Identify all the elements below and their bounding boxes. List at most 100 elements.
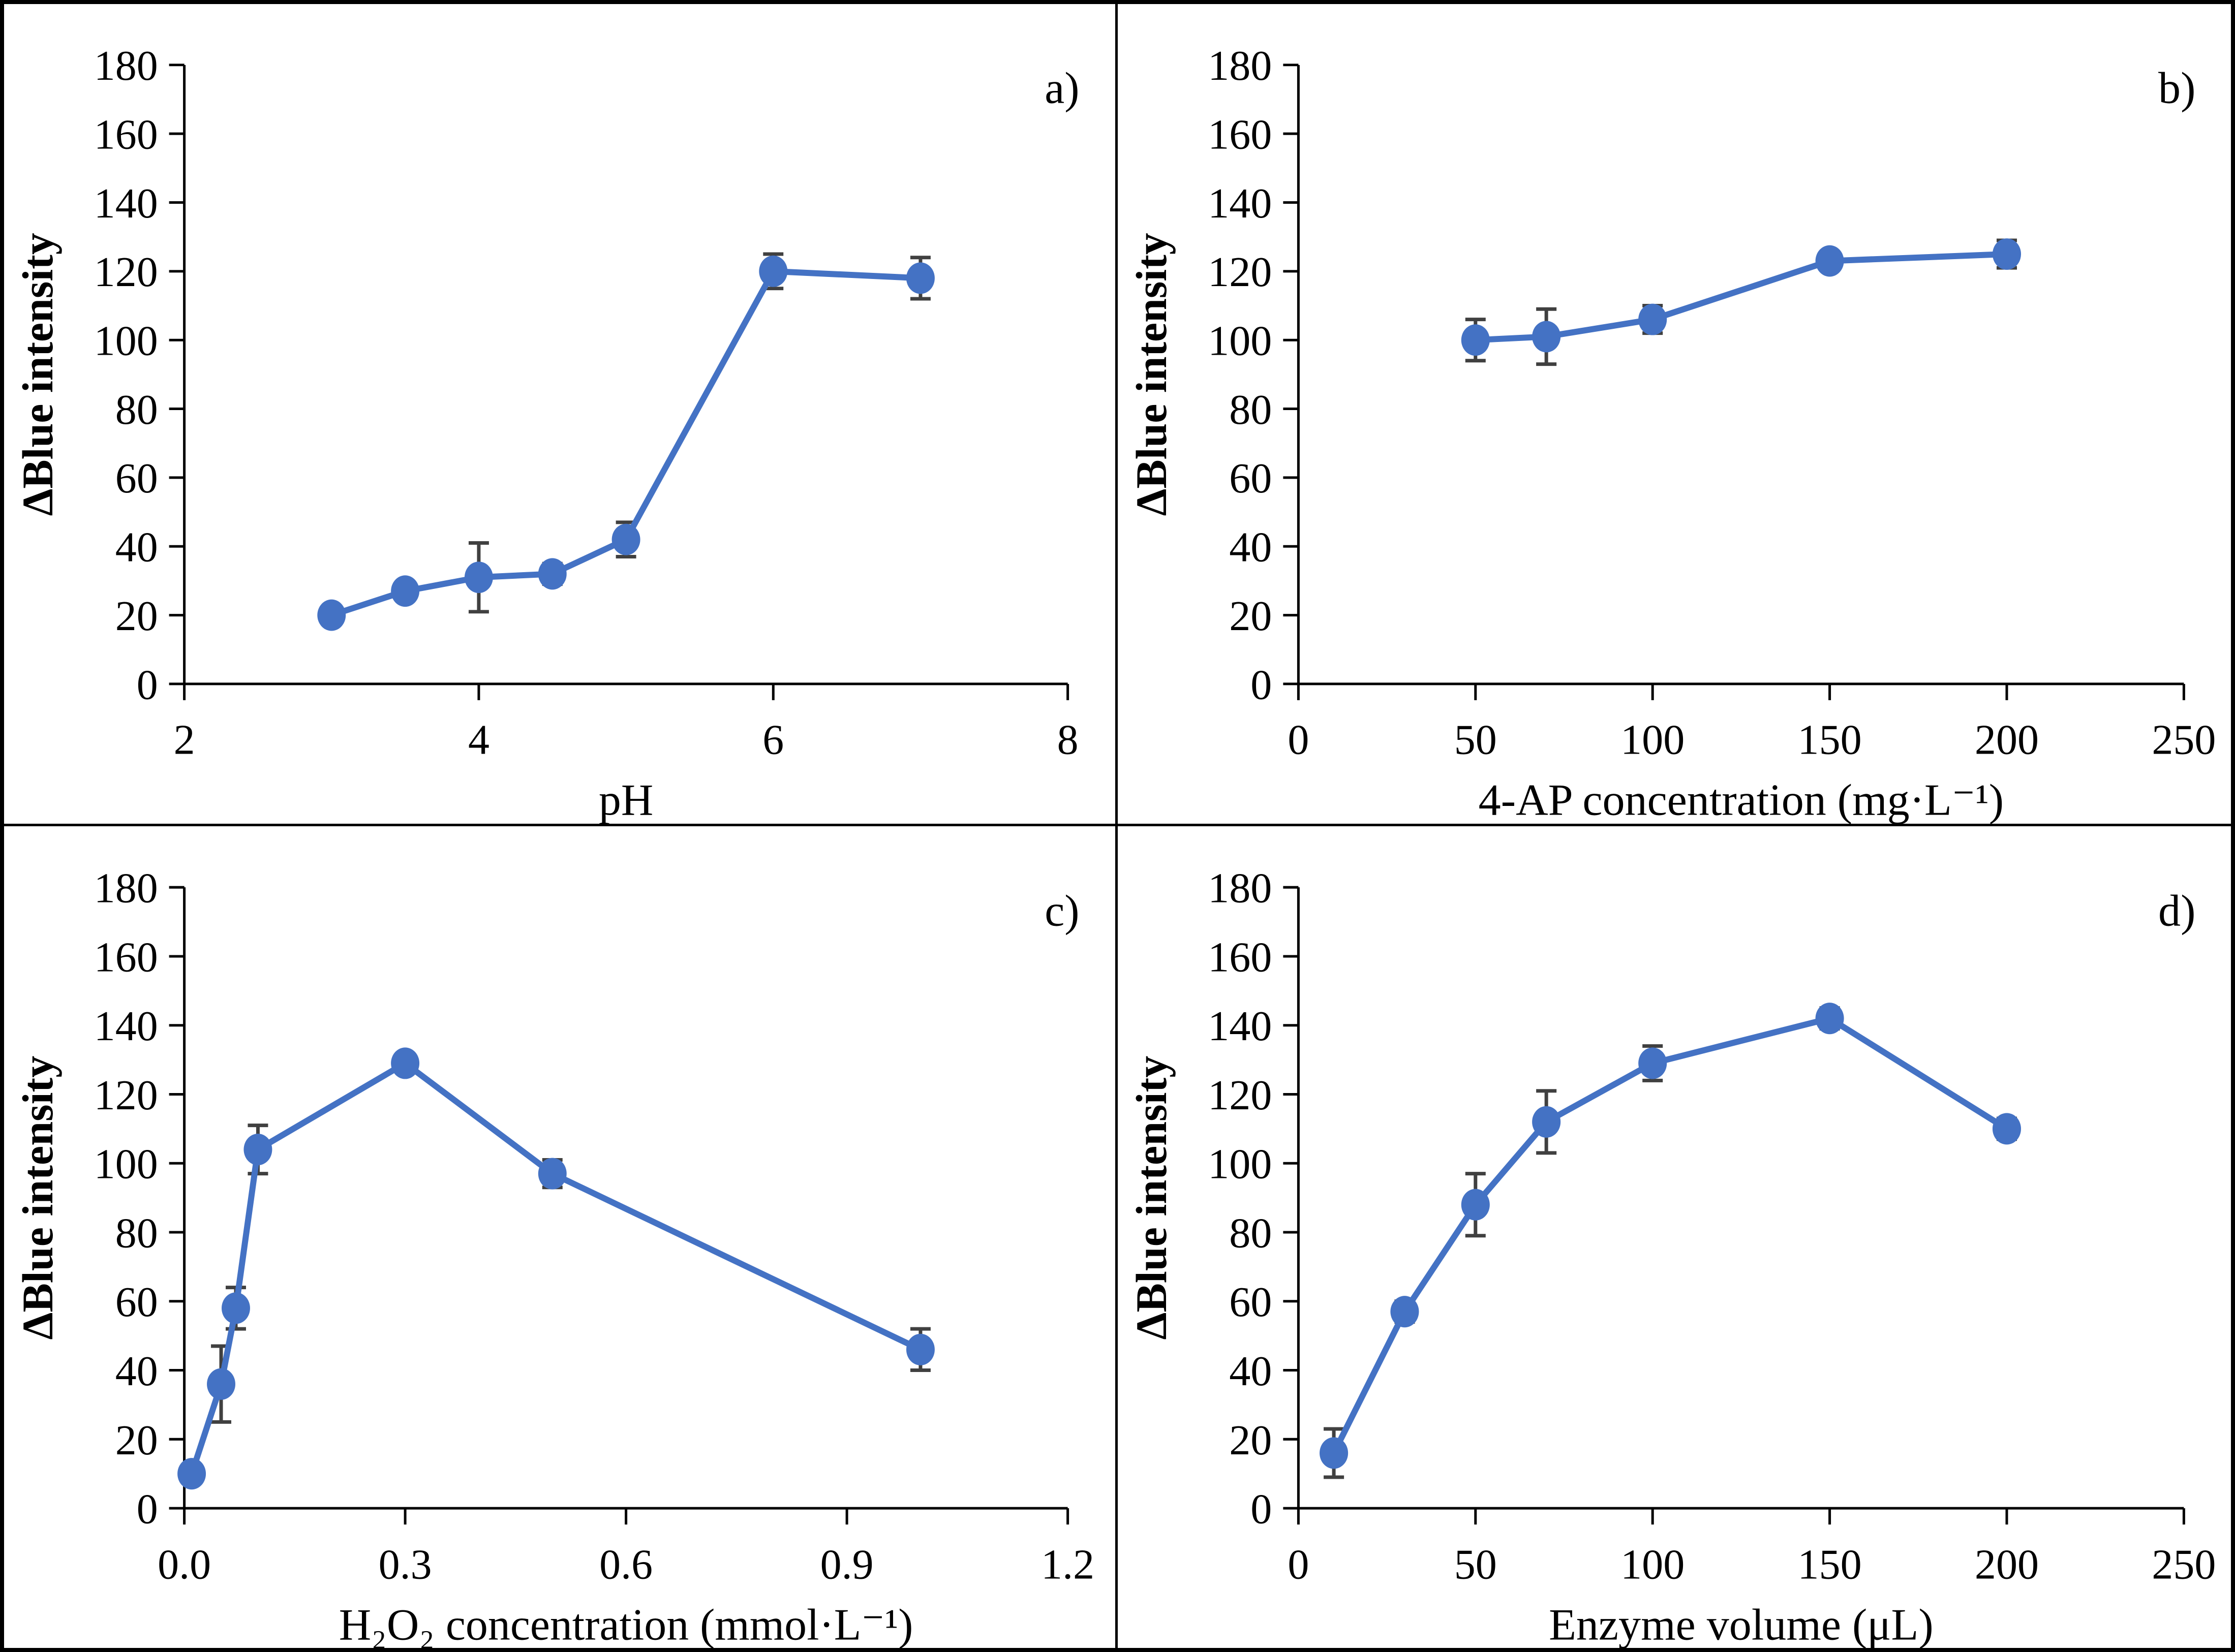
series-line: [189, 1059, 924, 1477]
data-point: [1815, 1002, 1844, 1034]
x-axis-title: Enzyme volume (μL): [1549, 1600, 1934, 1648]
y-tick-label: 100: [1208, 1140, 1272, 1188]
y-tick-label: 120: [94, 248, 158, 296]
chart-a: 0 20 40 60 80 100 120 140 160 180 2 4 6 8 ΔBlue intens…: [13, 42, 1080, 824]
x-tick-label: 0.9: [820, 1541, 874, 1588]
series-line: [328, 268, 924, 618]
panel-letter: a): [1045, 64, 1079, 113]
y-tick-label: 80: [1229, 386, 1272, 433]
data-point: [1992, 238, 2021, 270]
data-point: [391, 1047, 420, 1079]
y-tick-label: 160: [1208, 933, 1272, 981]
y-tick-label: 160: [1208, 111, 1272, 159]
data-point: [1815, 245, 1844, 277]
data-point: [1532, 321, 1560, 353]
y-tick-label: 40: [115, 524, 158, 571]
y-tick-label: 40: [1229, 524, 1272, 571]
data-point: [1638, 1047, 1667, 1079]
y-tick-label: 40: [115, 1347, 158, 1394]
data-point: [759, 255, 788, 287]
y-tick-label: 60: [115, 1279, 158, 1326]
y-axis-title: ΔBlue intensity: [13, 233, 62, 516]
y-tick-label: 20: [115, 593, 158, 640]
y-tick-label: 80: [1229, 1209, 1272, 1257]
x-tick-label: 200: [1974, 716, 2038, 764]
x-tick-label: 50: [1454, 716, 1496, 764]
y-tick-label: 0: [137, 1485, 158, 1533]
data-point: [1390, 1295, 1419, 1327]
y-tick-label: 40: [1229, 1347, 1272, 1394]
y-axis-title: ΔBlue intensity: [13, 1055, 62, 1339]
y-tick-label: 160: [94, 933, 158, 981]
chart-c: 0 20 40 60 80 100 120 140 160 180 0.0 0.3 0.6 0.9 1.2 Δ…: [13, 864, 1094, 1648]
y-tick-label: 120: [1208, 1071, 1272, 1118]
y-tick-label: 100: [94, 1140, 158, 1188]
data-point: [222, 1292, 250, 1324]
data-point: [1461, 1189, 1490, 1221]
y-tick-label: 160: [94, 111, 158, 159]
x-tick-label: 0: [1288, 716, 1309, 764]
x-tick-label: 50: [1454, 1541, 1496, 1588]
data-point: [538, 558, 567, 590]
panel-d: 0 20 40 60 80 100 120 140 160 180 0 50 100 150 200 250 Δ…: [1117, 826, 2231, 1648]
y-tick-label: 60: [1229, 455, 1272, 502]
data-point: [1638, 303, 1667, 335]
y-tick-label: 180: [1208, 42, 1272, 89]
y-tick-label: 60: [1229, 1279, 1272, 1326]
x-tick-label: 0.6: [599, 1541, 653, 1588]
data-point: [1461, 324, 1490, 356]
x-tick-label: 0: [1288, 1541, 1309, 1588]
y-tick-label: 140: [1208, 1003, 1272, 1050]
y-tick-label: 80: [115, 386, 158, 433]
y-tick-label: 120: [1208, 248, 1272, 296]
panel-letter: b): [2158, 64, 2195, 113]
chart-b: 0 20 40 60 80 100 120 140 160 180 0 50 100 150 200 250 Δ…: [1127, 42, 2216, 824]
x-axis-title: pH: [599, 776, 653, 824]
x-axis-title: 4-AP concentration (mg·L⁻¹): [1478, 776, 2003, 824]
y-tick-label: 20: [1229, 1416, 1272, 1463]
data-point: [1532, 1106, 1560, 1138]
x-axis-title: H₂O₂ concentration (mmol·L⁻¹): [339, 1600, 913, 1648]
x-tick-label: 8: [1057, 716, 1079, 764]
data-point: [611, 523, 640, 555]
y-tick-label: 100: [94, 318, 158, 365]
y-axis-title: ΔBlue intensity: [1127, 1055, 1176, 1339]
x-tick-label: 1.2: [1041, 1541, 1094, 1588]
chart-d: 0 20 40 60 80 100 120 140 160 180 0 50 100 150 200 250 Δ…: [1127, 864, 2216, 1648]
x-tick-label: 4: [468, 716, 489, 764]
y-tick-label: 100: [1208, 318, 1272, 365]
x-tick-label: 2: [174, 716, 195, 764]
y-axis-title: ΔBlue intensity: [1127, 233, 1176, 516]
y-tick-label: 180: [1208, 864, 1272, 912]
y-tick-label: 0: [137, 661, 158, 708]
panel-b: 0 20 40 60 80 100 120 140 160 180 0 50 100 150 200 250 Δ…: [1117, 4, 2231, 826]
y-tick-label: 60: [115, 455, 158, 502]
y-tick-label: 140: [94, 180, 158, 227]
x-tick-label: 6: [762, 716, 784, 764]
x-tick-label: 100: [1620, 716, 1685, 764]
data-point: [538, 1158, 567, 1190]
y-tick-label: 180: [94, 42, 158, 89]
data-point: [464, 562, 493, 594]
y-tick-label: 20: [115, 1416, 158, 1463]
x-tick-label: 0.3: [379, 1541, 432, 1588]
y-tick-label: 0: [1250, 1485, 1272, 1533]
panel-a: 0 20 40 60 80 100 120 140 160 180 2 4 6 8 ΔBlue intens…: [4, 4, 1118, 826]
y-tick-label: 80: [115, 1209, 158, 1257]
data-point: [243, 1133, 272, 1165]
y-tick-label: 140: [1208, 180, 1272, 227]
panel-letter: d): [2158, 886, 2195, 936]
panel-c: 0 20 40 60 80 100 120 140 160 180 0.0 0.3 0.6 0.9 1.2 Δ…: [4, 826, 1118, 1648]
x-tick-label: 150: [1797, 716, 1861, 764]
data-point: [207, 1368, 235, 1400]
data-point: [177, 1457, 206, 1489]
y-tick-label: 0: [1250, 661, 1272, 708]
data-point: [1992, 1112, 2021, 1144]
x-tick-label: 100: [1620, 1541, 1685, 1588]
x-tick-label: 0.0: [158, 1541, 211, 1588]
data-point: [317, 599, 346, 631]
x-tick-label: 250: [2152, 716, 2216, 764]
y-tick-label: 20: [1229, 593, 1272, 640]
x-tick-label: 250: [2152, 1541, 2216, 1588]
